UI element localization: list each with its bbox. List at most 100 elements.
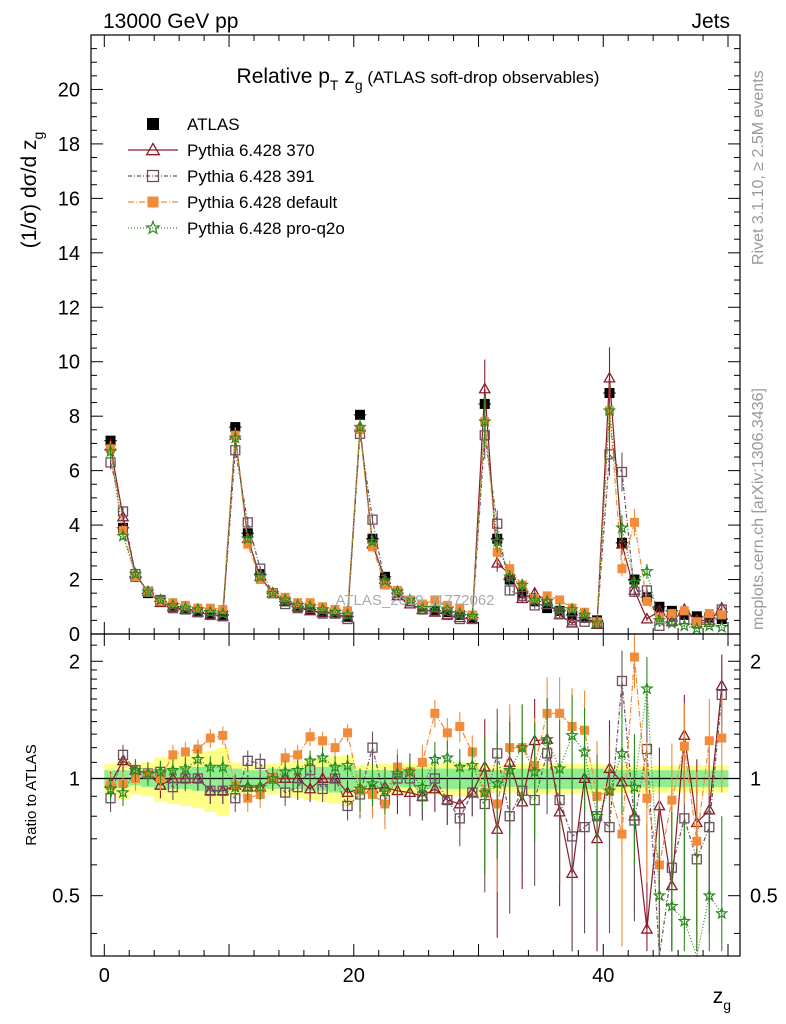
ratio-point	[328, 759, 342, 773]
ratio-panel-frame	[90, 633, 741, 957]
data-point	[242, 517, 253, 528]
ratio-panel: 0.5 0.5 1 1 2 2 0 20 40 Ratio to ATLAS zg	[23, 633, 778, 1013]
ratio-point	[141, 766, 155, 780]
ratio-point	[527, 764, 542, 778]
ratio-point	[117, 749, 129, 760]
y-tick-label: 0	[69, 624, 80, 646]
data-point	[453, 606, 467, 620]
data-point	[116, 528, 130, 542]
ratio-point	[242, 755, 253, 766]
ratio-point	[677, 914, 692, 928]
ratio-point	[640, 681, 654, 695]
data-point	[168, 598, 178, 608]
ratio-point	[704, 736, 714, 746]
legend-label: Pythia 6.428 default	[187, 193, 338, 212]
data-point	[390, 584, 405, 598]
data-point	[365, 534, 380, 548]
data-point	[403, 592, 417, 606]
ratio-point	[318, 736, 328, 746]
data-point	[128, 566, 143, 580]
ratio-point	[453, 759, 467, 773]
main-panel: 0 2 4 6 8 10 12 14 16 18 20 ATLAS_2019_I1772062 Re…	[18, 34, 741, 646]
data-point	[492, 518, 503, 529]
rivet-version-label: Rivet 3.1.10, ≥ 2.5M events	[750, 70, 767, 265]
ratio-point	[168, 750, 178, 760]
ratio-point	[714, 906, 729, 920]
data-point	[504, 585, 515, 596]
data-point	[330, 604, 340, 614]
data-point	[702, 618, 717, 632]
data-point	[303, 599, 317, 613]
ratio-point	[692, 836, 702, 846]
ratio-point	[640, 922, 654, 934]
data-point	[117, 506, 129, 517]
data-point	[577, 607, 592, 621]
y-tick-label: 2	[69, 570, 80, 592]
x-axis-label: zg	[713, 985, 731, 1013]
ratio-point	[430, 708, 440, 718]
data-point	[141, 584, 155, 598]
data-point	[652, 613, 667, 627]
ratio-point	[652, 888, 667, 902]
data-point	[603, 371, 616, 383]
data-point	[340, 607, 355, 621]
data-point	[265, 586, 280, 599]
data-point	[552, 602, 567, 616]
data-point	[440, 602, 455, 616]
data-point	[502, 569, 517, 583]
legend-marker	[147, 196, 159, 208]
data-point	[318, 602, 328, 612]
ratio-point	[502, 763, 517, 777]
header-left-label: 13000 GeV pp	[103, 10, 238, 33]
data-point	[565, 616, 579, 628]
ratio-point	[290, 763, 305, 777]
legend-label: ATLAS	[187, 115, 240, 134]
data-point	[717, 610, 727, 620]
data-point	[280, 592, 290, 602]
series-pythia-6-428-pro-q2o	[103, 383, 729, 635]
watermark-label: ATLAS_2019_I1772062	[335, 592, 494, 609]
ratio-point	[552, 761, 567, 775]
data-point	[191, 602, 205, 616]
data-point	[454, 613, 465, 625]
series-pythia-6-428-default	[106, 383, 727, 627]
ratio-point	[515, 740, 529, 754]
data-point	[243, 539, 253, 549]
ratio-point	[265, 771, 280, 785]
data-point	[428, 600, 442, 614]
legend-label: Pythia 6.428 pro-q2o	[187, 219, 345, 238]
ratio-point	[203, 759, 218, 773]
data-point	[240, 531, 255, 545]
data-point	[714, 620, 729, 634]
data-point	[615, 537, 629, 549]
ratio-point	[467, 787, 478, 798]
data-point	[290, 598, 305, 612]
ratio-point	[178, 761, 193, 775]
ratio-point	[253, 780, 268, 793]
ratio-point	[403, 764, 417, 778]
data-point	[490, 534, 505, 548]
ratio-point	[442, 728, 452, 738]
data-point	[153, 592, 168, 606]
data-point	[478, 382, 492, 394]
ratio-point	[465, 758, 480, 772]
series-line	[109, 378, 723, 626]
ratio-point	[577, 744, 592, 758]
y-tick-label: 6	[69, 461, 80, 483]
ratio-point	[378, 783, 392, 797]
ratio-point	[278, 764, 292, 778]
data-point	[355, 409, 366, 420]
ratio-point	[166, 763, 180, 777]
ratio-point	[367, 742, 378, 753]
data-point	[654, 613, 664, 623]
x-tick-label: 0	[99, 965, 110, 987]
data-point	[555, 595, 565, 605]
data-point	[704, 609, 714, 619]
data-point	[642, 596, 652, 606]
ratio-point	[455, 721, 465, 731]
data-point	[415, 600, 430, 614]
ratio-point	[205, 785, 216, 796]
ratio-tick-label: 0.5	[52, 886, 80, 908]
ratio-point	[490, 776, 505, 790]
